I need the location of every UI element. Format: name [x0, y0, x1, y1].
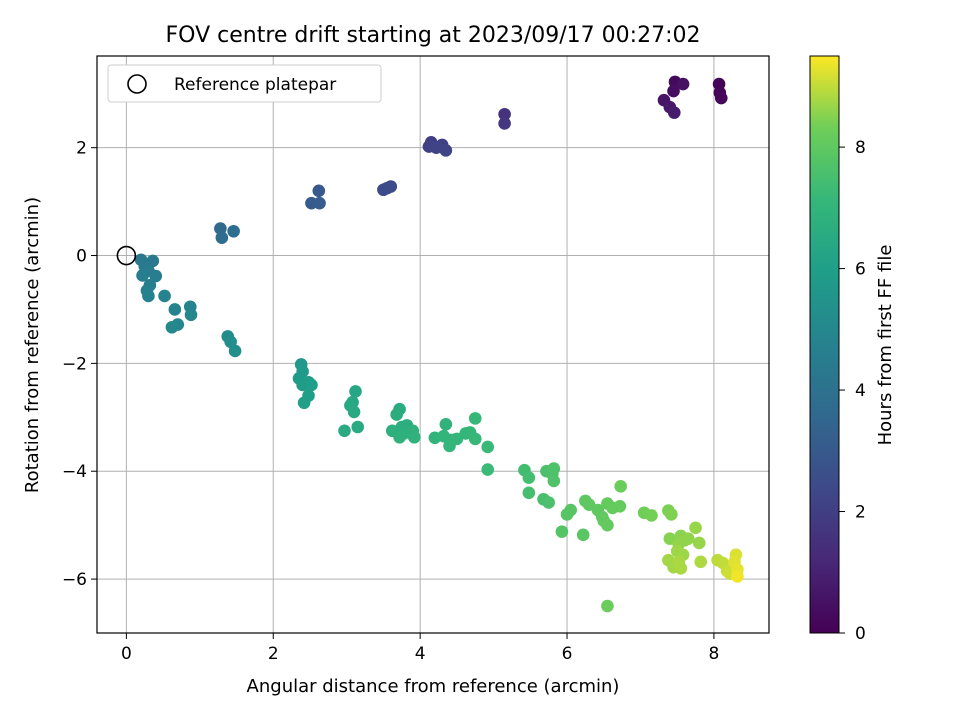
- data-point: [665, 508, 678, 521]
- y-tick-label: −4: [62, 462, 87, 482]
- data-point: [443, 439, 456, 453]
- data-point: [351, 420, 365, 434]
- legend-marker-icon: [127, 74, 147, 94]
- data-point: [142, 289, 155, 303]
- data-point: [672, 555, 685, 569]
- data-point: [228, 344, 242, 358]
- data-point: [168, 303, 182, 316]
- data-point: [676, 77, 690, 91]
- data-point: [305, 378, 318, 392]
- data-point: [613, 499, 627, 513]
- legend-box: [107, 64, 382, 103]
- legend: Reference platepar: [107, 64, 382, 103]
- data-point: [667, 84, 680, 98]
- data-point: [439, 418, 453, 431]
- colorbar-tick-label: 4: [855, 381, 866, 401]
- x-tick-label: 4: [415, 644, 426, 664]
- data-point: [522, 471, 536, 484]
- chart-title: FOV centre drift starting at 2023/09/17 …: [166, 23, 701, 48]
- data-point: [312, 184, 326, 198]
- y-axis-label: Rotation from reference (arcmin): [22, 197, 43, 493]
- data-point: [158, 289, 171, 303]
- data-point: [694, 555, 707, 569]
- data-point: [349, 385, 362, 398]
- plot-frame: [96, 55, 770, 634]
- data-point: [393, 430, 406, 444]
- colorbar-label: Hours from first FF file: [875, 245, 896, 446]
- data-point: [498, 107, 511, 121]
- data-point: [522, 486, 536, 500]
- reference-platepar-marker: [116, 245, 137, 266]
- data-point: [468, 432, 482, 446]
- data-point: [681, 532, 695, 545]
- data-point: [614, 480, 627, 493]
- data-point: [439, 144, 453, 157]
- data-point: [601, 518, 614, 532]
- data-point: [542, 496, 555, 509]
- data-point: [645, 509, 658, 522]
- x-tick-label: 8: [709, 644, 720, 664]
- data-point: [481, 440, 495, 454]
- data-point: [313, 196, 326, 210]
- data-point: [149, 269, 163, 283]
- colorbar-tick-label: 8: [855, 138, 866, 158]
- data-point: [347, 405, 361, 419]
- colorbar-ticks: 0 2 4 6 8: [839, 138, 866, 644]
- data-point: [430, 141, 443, 154]
- data-point: [689, 521, 702, 535]
- data-point: [407, 430, 421, 444]
- y-tick-label: −2: [62, 354, 87, 374]
- data-point: [165, 320, 179, 334]
- x-tick-label: 6: [562, 644, 573, 664]
- data-point: [338, 424, 351, 438]
- data-point: [731, 570, 744, 583]
- colorbar-tick-label: 6: [855, 260, 866, 280]
- data-point: [667, 106, 681, 119]
- data-point: [547, 474, 561, 488]
- data-point: [601, 599, 614, 613]
- data-point: [498, 117, 511, 130]
- data-point: [576, 528, 590, 542]
- data-point: [468, 412, 482, 425]
- x-axis-label: Angular distance from reference (arcmin): [247, 676, 620, 697]
- data-point: [380, 181, 394, 195]
- data-point: [555, 525, 569, 538]
- data-point: [215, 231, 229, 245]
- y-tick-label: −6: [62, 570, 87, 590]
- data-point: [297, 396, 311, 410]
- x-tick-label: 2: [268, 644, 279, 664]
- data-point: [227, 224, 240, 238]
- legend-label: Reference platepar: [174, 75, 336, 95]
- colorbar: [809, 55, 840, 634]
- x-axis-ticks: 0 2 4 6 8: [121, 633, 719, 664]
- data-point: [481, 463, 495, 476]
- y-tick-label: 0: [76, 247, 87, 267]
- y-tick-label: 2: [76, 139, 87, 159]
- data-point: [136, 269, 149, 282]
- x-tick-label: 0: [121, 644, 132, 664]
- data-point: [184, 308, 198, 322]
- data-point: [692, 536, 706, 550]
- colorbar-tick-label: 0: [855, 624, 866, 644]
- y-axis-ticks: 2 0 −2 −4 −6: [62, 139, 97, 590]
- data-point: [564, 503, 578, 517]
- data-point: [714, 91, 728, 105]
- data-points: [134, 75, 744, 613]
- colorbar-tick-label: 2: [855, 503, 866, 523]
- data-point: [390, 408, 403, 421]
